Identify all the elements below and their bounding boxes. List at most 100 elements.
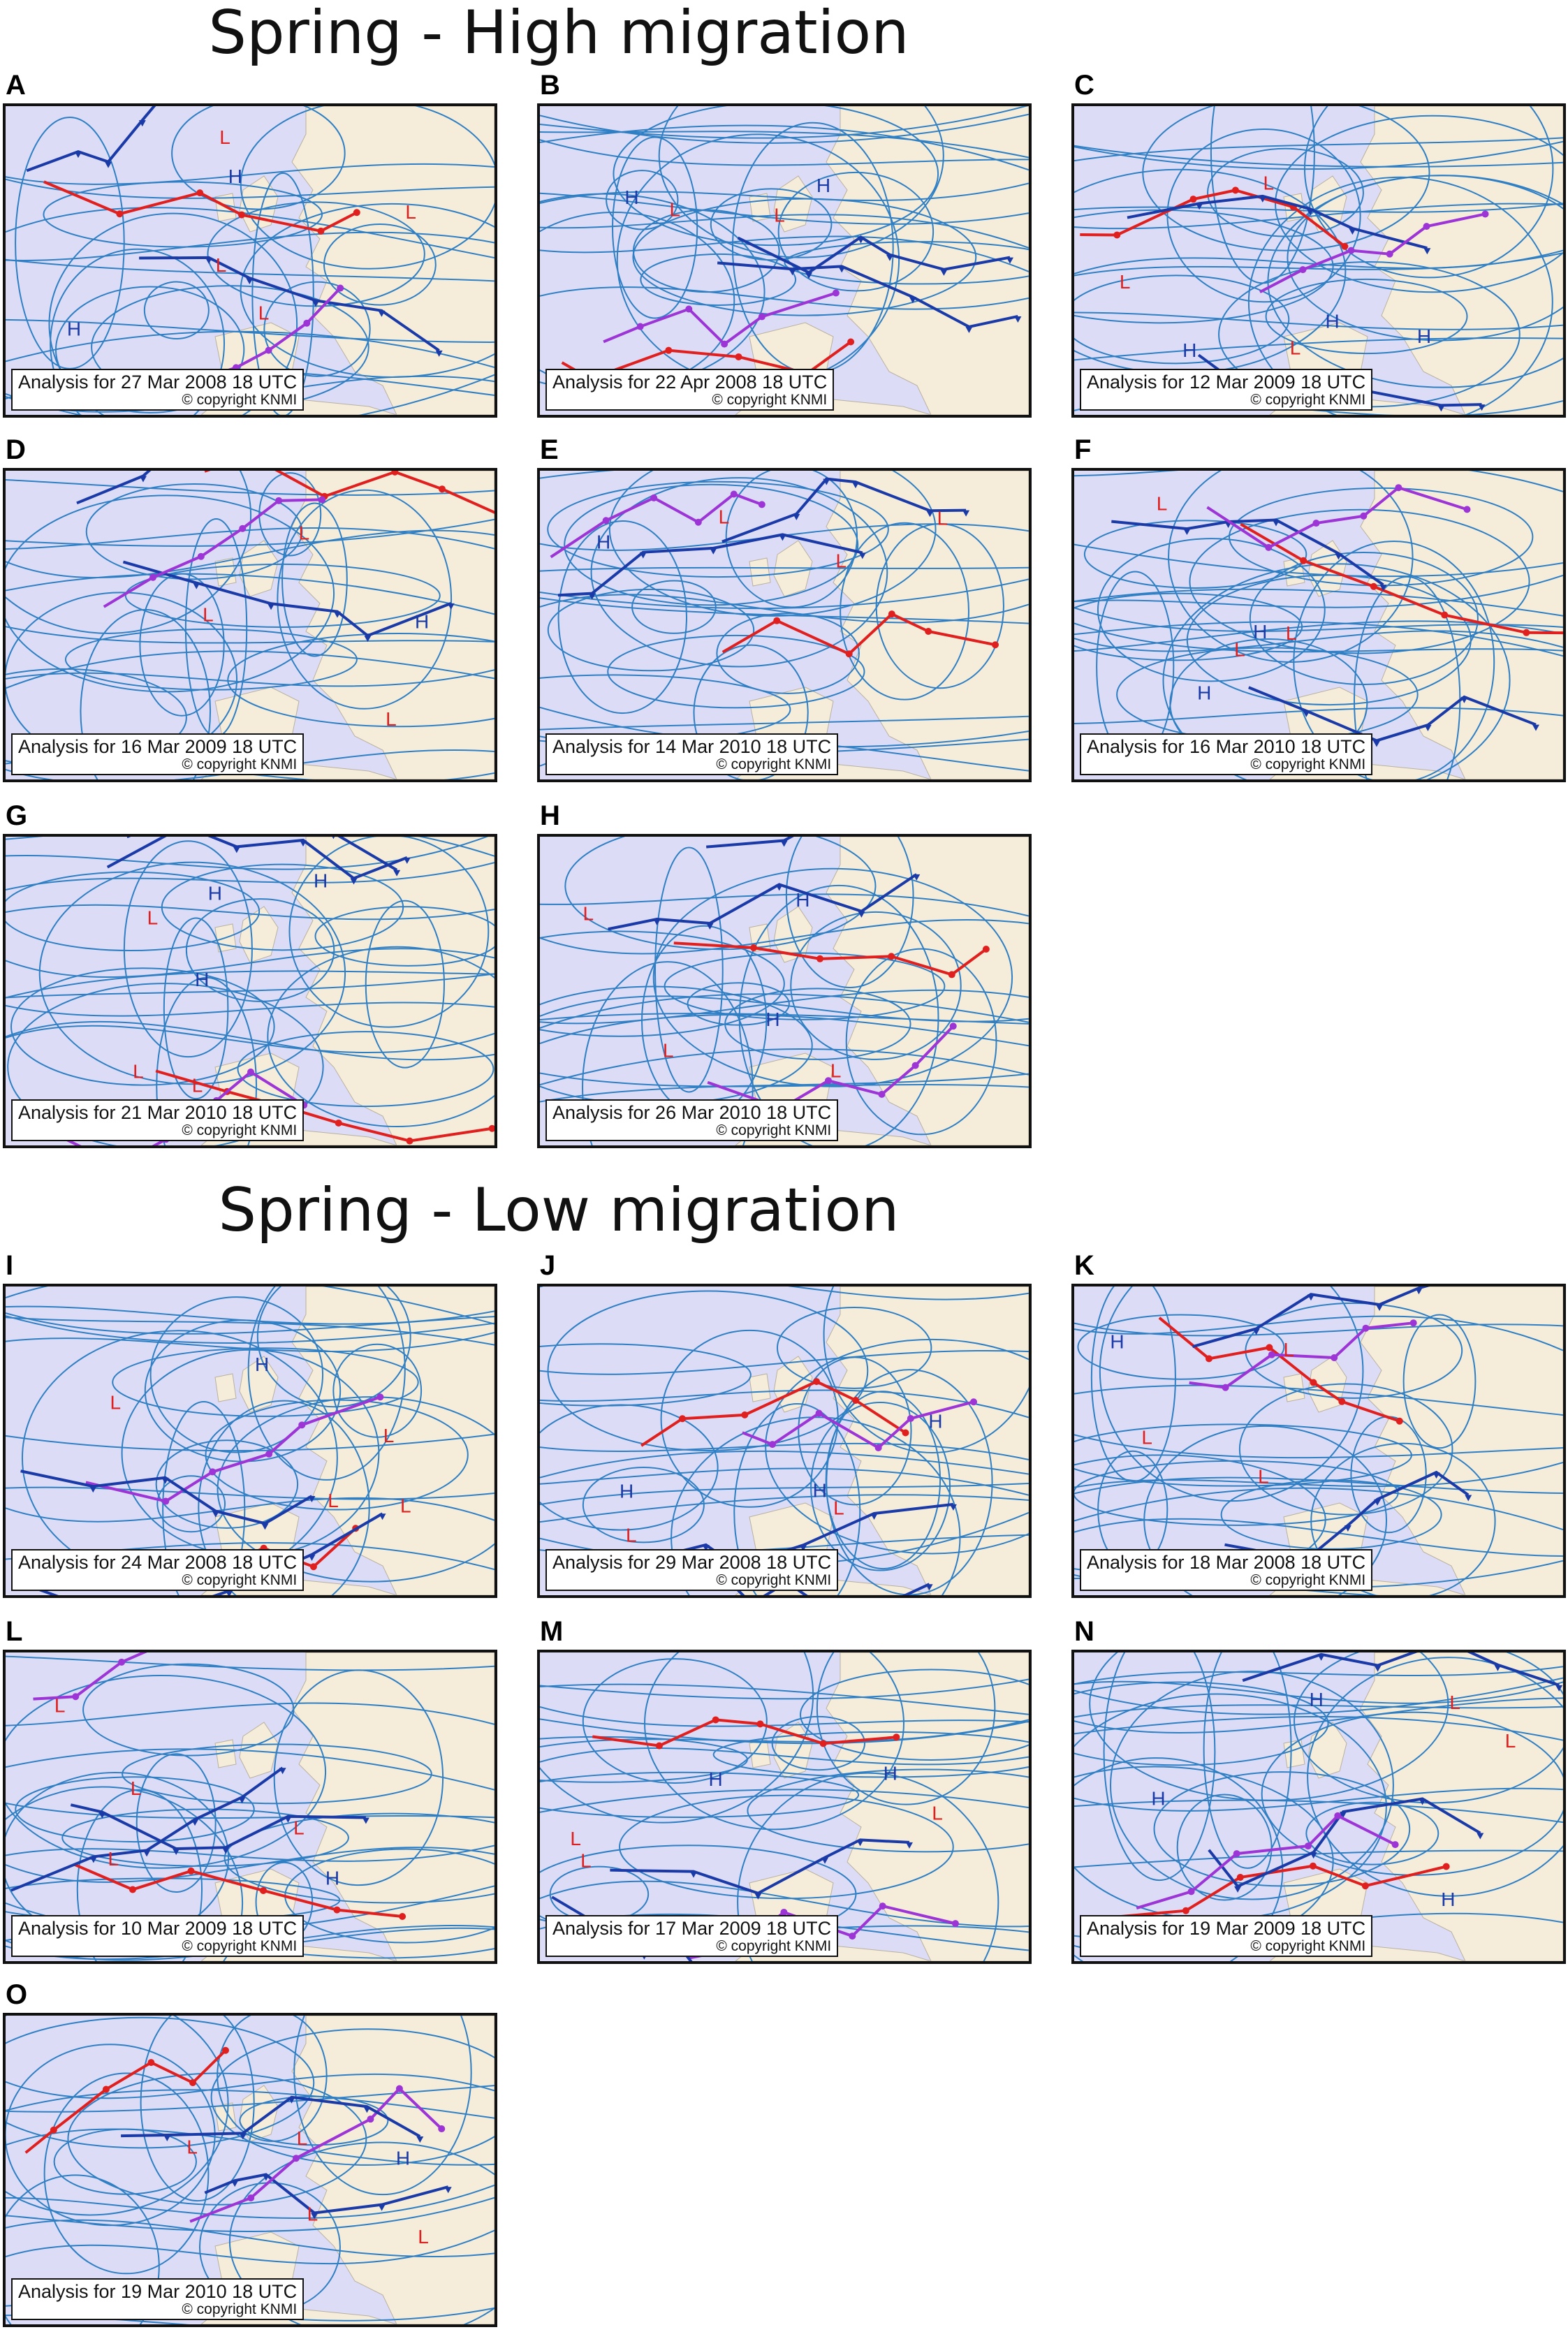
analysis-caption-text: Analysis for 27 Mar 2008 18 UTC <box>18 372 298 393</box>
weather-map-panel: D L L L H Analysis for 16 Mar 2009 18 UTC © co… <box>3 434 503 785</box>
analysis-caption: Analysis for 17 Mar 2009 18 UTC © copyrig… <box>545 1915 839 1957</box>
analysis-caption-text: Analysis for 19 Mar 2009 18 UTC <box>1087 1918 1366 1939</box>
low-pressure-mark: L <box>386 708 397 730</box>
low-pressure-mark: L <box>108 1848 119 1870</box>
section-title-high: Spring - High migration <box>208 0 909 68</box>
low-pressure-mark: L <box>203 603 214 625</box>
weather-map-panel: J L L H H H Analysis for 29 Mar 2008 18 UTC © c… <box>537 1250 1037 1601</box>
copyright-label: © copyright KNMI <box>716 1938 832 1954</box>
synoptic-chart: L L L H H Analysis for 17 Mar 2009 18 UTC © co… <box>537 1650 1032 1964</box>
low-pressure-mark: L <box>418 2226 429 2248</box>
weather-map-panel: A L L L L H H Analysis for 27 Mar 2008 18 UTC © … <box>3 70 503 420</box>
analysis-caption-text: Analysis for 26 Mar 2010 18 UTC <box>552 1102 832 1123</box>
high-pressure-mark: H <box>1182 339 1196 361</box>
synoptic-chart: L L L L H H Analysis for 27 Mar 2008 18 UTC © c… <box>3 103 497 418</box>
low-pressure-mark: L <box>937 507 948 529</box>
low-pressure-mark: L <box>1290 337 1301 358</box>
synoptic-chart: L L L H Analysis for 18 Mar 2008 18 UTC © cop… <box>1071 1284 1566 1598</box>
low-pressure-mark: L <box>1258 1466 1269 1488</box>
low-pressure-mark: L <box>293 1817 305 1839</box>
panel-letter: H <box>540 800 560 831</box>
analysis-caption-text: Analysis for 21 Mar 2010 18 UTC <box>18 1102 298 1123</box>
high-pressure-mark: H <box>208 882 222 904</box>
copyright-label: © copyright KNMI <box>712 392 828 408</box>
high-pressure-mark: H <box>796 889 809 911</box>
weather-map-panel: G L L L H H H Analysis for 21 Mar 2010 18 UTC © … <box>3 800 503 1151</box>
analysis-caption-text: Analysis for 22 Apr 2008 18 UTC <box>552 372 828 393</box>
copyright-label: © copyright KNMI <box>182 392 298 408</box>
copyright-label: © copyright KNMI <box>1250 1572 1366 1588</box>
analysis-caption: Analysis for 16 Mar 2009 18 UTC © copyrig… <box>11 733 305 775</box>
low-pressure-mark: L <box>216 254 227 276</box>
high-pressure-mark: H <box>1325 310 1339 332</box>
synoptic-chart: L L L H H Analysis for 16 Mar 2010 18 UTC © co… <box>1071 468 1566 782</box>
synoptic-chart: L L L H Analysis for 14 Mar 2010 18 UTC © cop… <box>537 468 1032 782</box>
weather-map-panel: N L L H H H Analysis for 19 Mar 2009 18 UTC © c… <box>1071 1616 1568 1967</box>
high-pressure-mark: H <box>1197 682 1211 704</box>
low-pressure-mark: L <box>932 1803 943 1824</box>
high-pressure-mark: H <box>709 1768 723 1790</box>
panel-letter: L <box>6 1616 23 1647</box>
panel-letter: A <box>6 70 26 101</box>
analysis-caption-text: Analysis for 12 Mar 2009 18 UTC <box>1087 372 1366 393</box>
low-pressure-mark: L <box>626 1525 637 1546</box>
low-pressure-mark: L <box>582 902 594 924</box>
high-pressure-mark: H <box>255 1354 269 1375</box>
low-pressure-mark: L <box>1286 622 1297 644</box>
low-pressure-mark: L <box>307 2203 318 2224</box>
low-pressure-mark: L <box>1234 639 1245 661</box>
high-pressure-mark: H <box>195 969 209 990</box>
analysis-caption: Analysis for 29 Mar 2008 18 UTC © copyrig… <box>545 1549 839 1591</box>
analysis-caption: Analysis for 26 Mar 2010 18 UTC © copyrig… <box>545 1099 839 1141</box>
analysis-caption-text: Analysis for 16 Mar 2009 18 UTC <box>18 736 298 757</box>
high-pressure-mark: H <box>624 186 638 208</box>
panel-letter: F <box>1074 434 1092 465</box>
panel-letter: D <box>6 434 26 465</box>
low-pressure-mark: L <box>836 550 847 571</box>
synoptic-chart: L L L L H Analysis for 19 Mar 2010 18 UTC © co… <box>3 2013 497 2327</box>
copyright-label: © copyright KNMI <box>182 756 298 772</box>
high-pressure-mark: H <box>1417 325 1431 347</box>
analysis-caption: Analysis for 10 Mar 2009 18 UTC © copyrig… <box>11 1915 305 1957</box>
high-pressure-mark: H <box>1310 1689 1324 1710</box>
copyright-label: © copyright KNMI <box>182 2301 298 2317</box>
analysis-caption-text: Analysis for 14 Mar 2010 18 UTC <box>552 736 832 757</box>
low-pressure-mark: L <box>258 302 270 323</box>
weather-map-panel: I L L L L H Analysis for 24 Mar 2008 18 UTC © c… <box>3 1250 503 1601</box>
high-pressure-mark: H <box>1151 1788 1165 1810</box>
low-pressure-mark: L <box>400 1495 411 1516</box>
analysis-caption: Analysis for 18 Mar 2008 18 UTC © copyrig… <box>1080 1549 1373 1591</box>
copyright-label: © copyright KNMI <box>182 1938 298 1954</box>
high-pressure-mark: H <box>396 2147 410 2169</box>
analysis-caption-text: Analysis for 17 Mar 2009 18 UTC <box>552 1918 832 1939</box>
high-pressure-mark: H <box>67 318 81 339</box>
low-pressure-mark: L <box>328 1490 339 1511</box>
low-pressure-mark: L <box>131 1777 142 1799</box>
synoptic-chart: L L H H H Analysis for 19 Mar 2009 18 UTC © co… <box>1071 1650 1566 1964</box>
panel-letter: N <box>1074 1616 1094 1647</box>
analysis-caption: Analysis for 21 Mar 2010 18 UTC © copyrig… <box>11 1099 305 1141</box>
low-pressure-mark: L <box>1141 1427 1152 1449</box>
low-pressure-mark: L <box>719 506 730 527</box>
synoptic-chart-drawing: L L L H H <box>540 837 1029 1145</box>
weather-map-panel: O L L L L H Analysis for 19 Mar 2010 18 UTC © c… <box>3 1979 503 2330</box>
high-pressure-mark: H <box>228 166 242 187</box>
low-pressure-mark: L <box>54 1695 66 1717</box>
high-pressure-mark: H <box>596 531 610 552</box>
high-pressure-mark: H <box>1110 1331 1124 1353</box>
analysis-caption-text: Analysis for 29 Mar 2008 18 UTC <box>552 1552 832 1573</box>
analysis-caption-text: Analysis for 10 Mar 2009 18 UTC <box>18 1918 298 1939</box>
low-pressure-mark: L <box>186 2136 198 2158</box>
synoptic-chart: L L H H H Analysis for 29 Mar 2008 18 UTC © co… <box>537 1284 1032 1598</box>
low-pressure-mark: L <box>219 126 230 148</box>
panel-letter: C <box>1074 70 1094 101</box>
weather-map-panel: E L L L H Analysis for 14 Mar 2010 18 UTC © co… <box>537 434 1037 785</box>
copyright-label: © copyright KNMI <box>1250 392 1366 408</box>
analysis-caption-text: Analysis for 16 Mar 2010 18 UTC <box>1087 736 1366 757</box>
panel-letter: I <box>6 1250 14 1281</box>
high-pressure-mark: H <box>884 1763 897 1784</box>
synoptic-chart-drawing: L L H H <box>540 106 1029 415</box>
high-pressure-mark: H <box>765 1009 779 1030</box>
low-pressure-mark: L <box>1505 1730 1516 1752</box>
low-pressure-mark: L <box>670 199 681 221</box>
